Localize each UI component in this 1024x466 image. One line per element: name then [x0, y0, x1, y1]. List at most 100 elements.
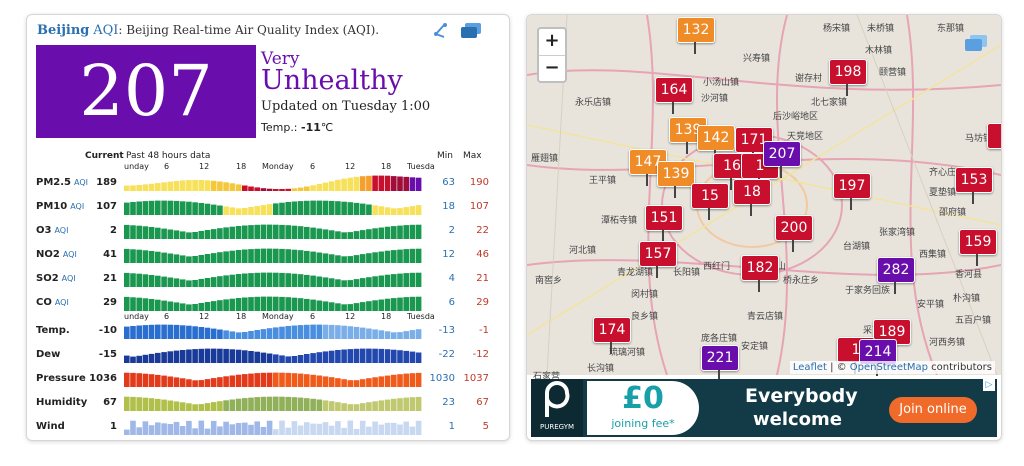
spark-bar [273, 224, 279, 239]
spark-bar [310, 324, 316, 339]
station-marker[interactable]: 221 [701, 345, 739, 382]
spark-bar [391, 176, 397, 191]
station-marker[interactable]: 139 [657, 161, 695, 198]
station-marker[interactable]: 151 [645, 205, 683, 242]
spark-bar [260, 372, 267, 387]
col-current-header: Current [85, 151, 124, 161]
station-marker[interactable]: 174 [593, 317, 631, 354]
place-label: 安平镇 [917, 300, 945, 310]
ad-join-button[interactable]: Join online [889, 397, 977, 423]
spark-bar [415, 248, 422, 263]
sparkline-wind[interactable] [124, 415, 422, 435]
spark-bar [273, 396, 279, 411]
station-marker[interactable]: 197 [833, 173, 871, 210]
spark-bar [242, 398, 248, 411]
spark-bar [285, 202, 291, 215]
sparkline-pm10[interactable] [124, 195, 422, 215]
sparkline-pressure[interactable] [124, 367, 422, 387]
spark-bar [285, 225, 291, 239]
row-min-value: 18 [442, 201, 455, 212]
puregym-ad-banner[interactable]: PUREGYM £0 joining fee* Everybody welcom… [531, 379, 997, 437]
spark-bar [415, 224, 422, 239]
spark-bar [316, 399, 323, 411]
station-map[interactable]: 杨宋镇 未桥镇 木林镇 东那镇 兴寿镇 谢存村 颐营镇 小汤山镇 沙河镇 北七家镇 后沙峪地区 天竞地… [527, 15, 1001, 382]
station-marker[interactable]: 15 [691, 183, 729, 220]
row-label: SO2 AQI [36, 273, 76, 284]
attribution-tail: contributors [928, 362, 992, 373]
station-marker[interactable]: 171 [735, 127, 773, 164]
aqi-link[interactable]: AQI [93, 23, 119, 38]
spark-bar [347, 256, 354, 263]
station-marker[interactable]: 164 [655, 77, 693, 114]
sparkline-dew[interactable] [124, 343, 422, 363]
spark-bar [223, 376, 229, 387]
station-marker[interactable]: 159 [959, 229, 997, 266]
spark-bar [242, 422, 248, 435]
zoom-out-button[interactable]: − [544, 57, 560, 78]
spark-bar [273, 296, 279, 311]
spark-bar [403, 421, 409, 435]
row-label: Dew [36, 349, 63, 360]
sparkline-green[interactable] [124, 267, 422, 287]
city-link[interactable]: Beijing [37, 23, 90, 38]
spark-bar [179, 378, 186, 387]
spark-bar [297, 201, 304, 215]
spark-bar [192, 349, 198, 363]
sparkline-humidity[interactable] [124, 391, 422, 411]
spark-bar [142, 250, 149, 263]
row-label-name: CO [36, 297, 52, 308]
spark-bar [341, 325, 347, 339]
spark-bar [235, 208, 242, 215]
spark-bar [124, 396, 130, 411]
spark-bar [304, 274, 310, 287]
spark-bar [223, 227, 229, 239]
station-marker[interactable]: 198 [829, 59, 867, 96]
spark-bar [397, 332, 403, 339]
adchoices-icon[interactable]: ▷ [983, 379, 995, 391]
leaflet-link[interactable]: Leaflet [792, 362, 827, 373]
axis-tick: 12 [199, 312, 210, 321]
aqi-level-line1: Very [261, 49, 300, 69]
spark-bar [186, 201, 192, 215]
spark-bar [155, 251, 161, 263]
station-marker[interactable]: 18 [733, 179, 771, 216]
spark-bar [384, 207, 391, 215]
share-icon[interactable] [431, 21, 451, 39]
sparkline-pm25[interactable] [124, 171, 422, 191]
spark-bar [353, 231, 360, 239]
station-marker[interactable]: 282 [877, 257, 915, 294]
station-marker[interactable]: 142 [697, 125, 735, 162]
spark-bar [173, 278, 180, 287]
station-marker[interactable]: 200 [775, 215, 813, 252]
station-marker[interactable]: 207 [763, 141, 801, 178]
spark-bar [260, 426, 267, 435]
station-marker[interactable]: 1 [987, 123, 1001, 149]
row-min-value: 1030 [429, 373, 455, 384]
station-marker[interactable]: 153 [955, 167, 993, 204]
spark-bar [297, 397, 304, 411]
spark-bar [198, 327, 205, 339]
spark-bar [341, 256, 347, 263]
spark-bar [347, 177, 354, 191]
osm-link[interactable]: OpenStreetMap [849, 362, 928, 373]
time-axis-mid: unday 6 12 18 Monday 6 12 18 Tuesda [124, 312, 435, 324]
spark-bar [130, 185, 136, 191]
spark-bar [378, 424, 385, 435]
map-copy-icon[interactable] [963, 33, 989, 57]
sparkline-green[interactable] [124, 219, 422, 239]
spark-bar [173, 254, 180, 263]
sparkline-green[interactable] [124, 291, 422, 311]
station-marker[interactable]: 182 [741, 255, 779, 292]
station-marker[interactable]: 157 [639, 241, 677, 278]
spark-bar [322, 277, 329, 287]
widget-copy-icon[interactable] [459, 21, 483, 39]
spark-bar [148, 425, 155, 435]
place-label: 琉璃河镇 [609, 348, 646, 358]
sparkline-temp[interactable] [124, 319, 422, 339]
station-marker[interactable]: 132 [677, 17, 715, 54]
puregym-logo-icon [545, 381, 570, 417]
spark-bar [310, 185, 316, 191]
zoom-in-button[interactable]: + [539, 29, 565, 56]
spark-bar [173, 181, 180, 191]
sparkline-green[interactable] [124, 243, 422, 263]
